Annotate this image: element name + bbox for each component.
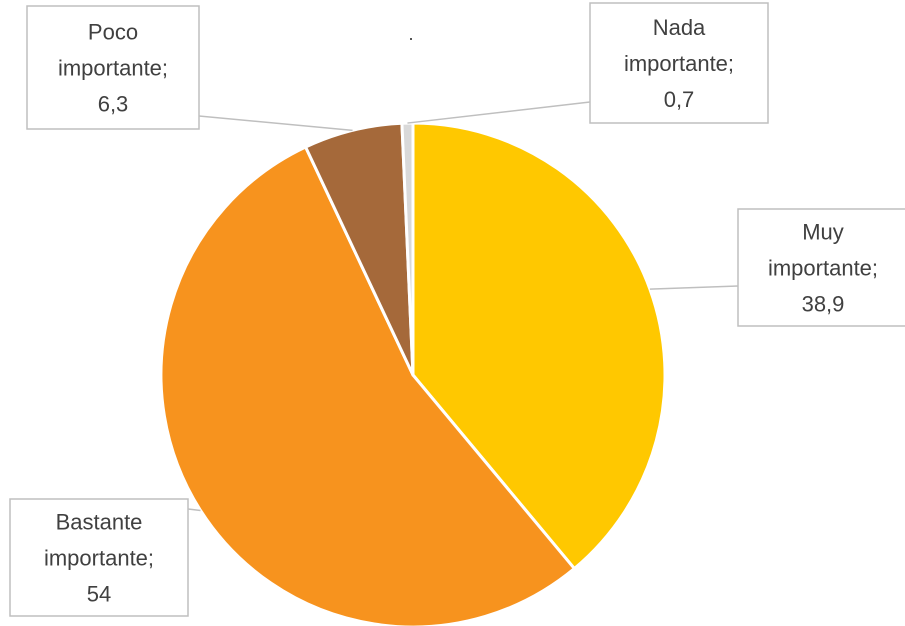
label-box-nada: [589, 2, 769, 124]
data-label-muy-line-1: Muy: [802, 220, 844, 245]
data-label-nada-line-2: importante;: [624, 51, 734, 76]
leader-lines: [187, 101, 739, 512]
data-label-poco-line-1: Poco: [88, 20, 138, 45]
label-box-poco: [26, 5, 200, 130]
stray-dot: [410, 38, 412, 40]
leader-line-muy: [649, 285, 739, 290]
data-label-bastante-line-3: 54: [87, 582, 111, 607]
data-label-poco-line-2: importante;: [58, 56, 168, 81]
data-label-nada-line-3: 0,7: [664, 87, 695, 112]
label-box-bastante: [9, 498, 189, 617]
pie-slices: [159, 121, 667, 626]
data-label-poco-line-3: 6,3: [98, 92, 129, 117]
data-label-bastante-line-1: Bastante: [56, 510, 143, 535]
slice-bastante: [159, 145, 576, 626]
data-labels: Muy importante; 38,9 Bastante importante; 54 P…: [9, 2, 905, 617]
slice-muy: [411, 121, 667, 571]
leader-line-poco: [198, 115, 353, 132]
label-box-muy: [737, 208, 905, 327]
data-label-muy-line-3: 38,9: [802, 292, 845, 317]
leader-line-nada: [407, 101, 591, 124]
data-label-nada-line-1: Nada: [653, 15, 706, 40]
data-label-muy-line-2: importante;: [768, 256, 878, 281]
leader-line-bastante: [187, 508, 201, 512]
data-label-bastante-line-2: importante;: [44, 546, 154, 571]
